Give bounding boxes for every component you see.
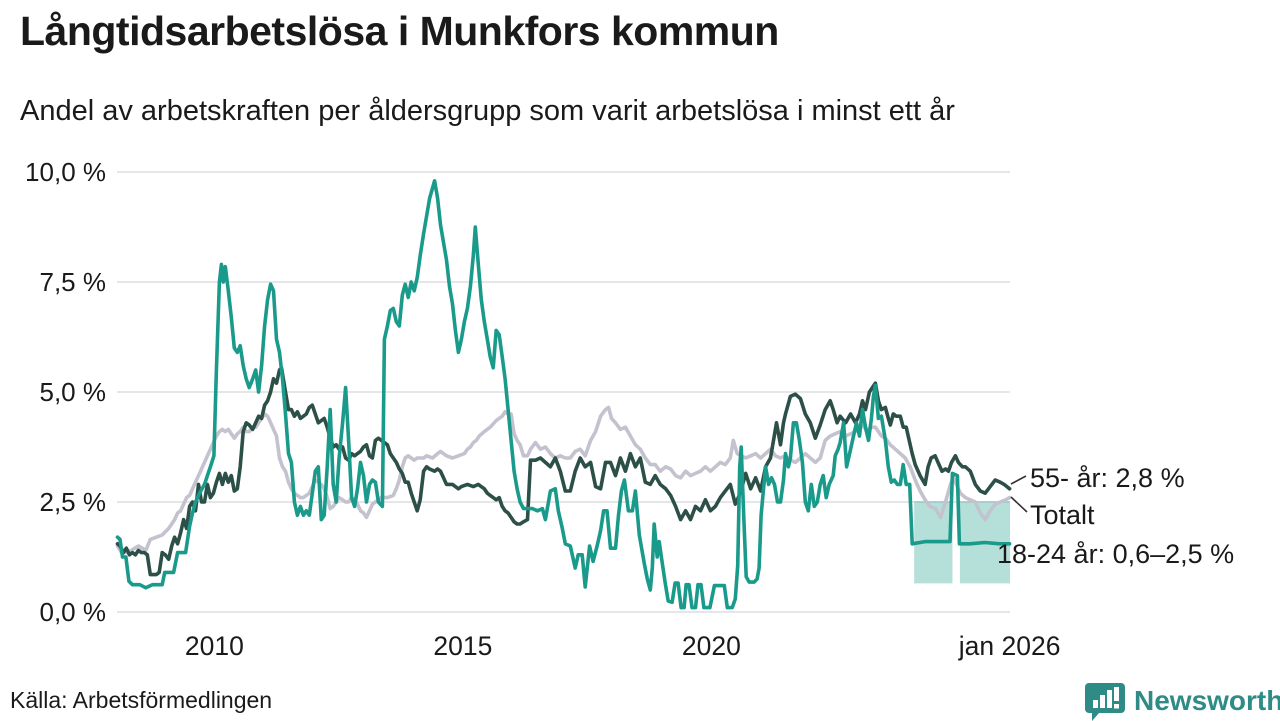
page-title: Långtidsarbetslösa i Munkfors kommun — [20, 8, 779, 54]
leader-line-total — [1010, 496, 1028, 513]
logo-bar-1 — [1093, 700, 1098, 708]
newsworthy-logo-icon — [1085, 683, 1125, 721]
y-tick-label: 0,0 % — [40, 597, 107, 627]
annotation-55-label: 55- år: 2,8 % — [1030, 463, 1185, 493]
x-tick-label: jan 2026 — [958, 631, 1061, 661]
logo-bar-3 — [1107, 690, 1112, 708]
source-note: Källa: Arbetsförmedlingen — [10, 687, 273, 713]
y-tick-label: 5,0 % — [40, 377, 107, 407]
y-tick-label: 2,5 % — [40, 487, 107, 517]
x-tick-label: 2015 — [433, 631, 492, 661]
series-lines — [115, 179, 1012, 610]
series-line-18-24-r — [115, 179, 1012, 610]
logo-exclamation-dot — [1114, 704, 1119, 709]
y-tick-label: 7,5 % — [40, 267, 107, 297]
y-tick-label: 10,0 % — [25, 157, 106, 187]
logo-bar-2 — [1100, 695, 1105, 708]
newsworthy-wordmark: Newsworthy — [1134, 685, 1280, 716]
logo-exclamation-stem — [1114, 687, 1119, 701]
leader-line-55 — [1010, 475, 1027, 485]
series-line-55-r — [115, 365, 1012, 577]
x-axis-labels: 2010 2015 2020 jan 2026 — [185, 631, 1061, 661]
y-axis-labels: 0,0 % 2,5 % 5,0 % 7,5 % 10,0 % — [25, 157, 106, 627]
x-tick-label: 2020 — [682, 631, 741, 661]
page-subtitle: Andel av arbetskraften per åldersgrupp s… — [20, 95, 955, 127]
gridlines — [117, 171, 1010, 613]
newsworthy-brand: Newsworthy — [1085, 681, 1280, 721]
annotation-total-label: Totalt — [1030, 500, 1095, 530]
annotation-18-24-label: 18-24 år: 0,6–2,5 % — [997, 539, 1234, 569]
x-tick-label: 2010 — [185, 631, 244, 661]
